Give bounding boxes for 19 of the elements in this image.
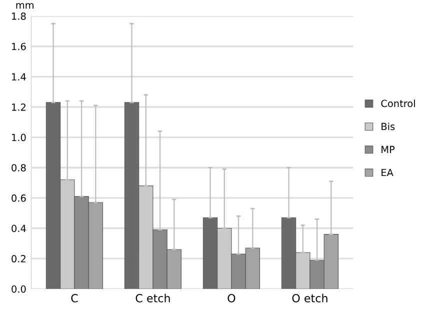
x-tick-label: O etch	[292, 294, 328, 302]
x-tick-label: C	[71, 294, 78, 302]
y-tick-label: 1.4	[12, 73, 26, 80]
x-tick-label: O	[228, 294, 236, 302]
y-tick-label: 1.6	[12, 42, 26, 50]
y-tick-label: 0.8	[12, 164, 26, 172]
legend-label: Control	[381, 100, 415, 108]
x-tick-label: C etch	[136, 294, 170, 302]
legend-label: EA	[382, 168, 394, 176]
legend-label: MP	[382, 146, 395, 154]
legend-label: Bis	[382, 122, 395, 130]
y-tick-label: 1.8	[12, 12, 26, 20]
y-tick-label: 1.0	[12, 134, 26, 142]
y-tick-label: 1.2	[12, 103, 26, 111]
y-tick-label: 0.6	[12, 194, 26, 202]
y-tick-label: 0.2	[12, 255, 26, 262]
y-axis-title: mm	[16, 3, 34, 9]
y-tick-label: 0.0	[12, 285, 26, 293]
y-tick-label: 0.4	[12, 224, 26, 232]
